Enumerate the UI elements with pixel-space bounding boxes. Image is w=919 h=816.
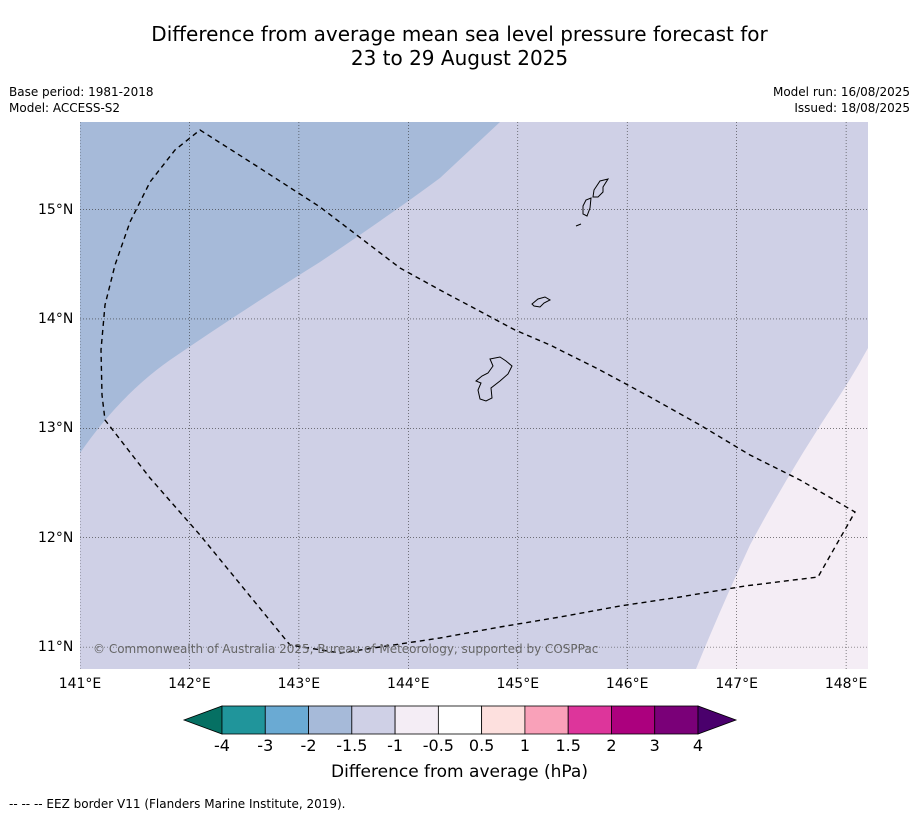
model-run: Model run: 16/08/2025	[772, 85, 910, 99]
colorbar-swatch	[437, 705, 483, 735]
map-area: © Commonwealth of Australia 2025, Bureau…	[80, 122, 868, 669]
colorbar-extend-high	[697, 705, 738, 735]
colorbar-swatch	[481, 705, 526, 735]
colorbar-tick-label: -4	[214, 736, 230, 755]
colorbar	[182, 705, 738, 735]
colorbar-swatch	[308, 705, 353, 735]
meta-left: Base period: 1981-2018 Model: ACCESS-S2	[9, 84, 154, 116]
colorbar-swatch	[567, 705, 612, 735]
longitude-label: 143°E	[277, 676, 321, 692]
island-rota	[531, 296, 552, 308]
latitude-label: 13°N	[38, 420, 74, 437]
colorbar-swatch	[264, 705, 309, 735]
meta-right: Model run: 16/08/2025 Issued: 18/08/2025	[773, 84, 910, 116]
colorbar-tick-label: -0.5	[422, 736, 454, 755]
longitude-label: 144°E	[387, 676, 430, 692]
island-tinian	[582, 197, 592, 217]
latitude-label: 12°N	[38, 529, 74, 546]
island-saipan	[592, 178, 610, 198]
title-line-2: 23 to 29 August 2025	[350, 46, 569, 70]
colorbar-swatch	[524, 705, 569, 735]
footnote: -- -- -- EEZ border V11 (Flanders Marine…	[9, 797, 346, 811]
island-guam	[475, 356, 513, 402]
colorbar-swatch	[654, 705, 699, 735]
colorbar-swatch	[611, 705, 656, 735]
longitude-label: 148°E	[824, 676, 868, 692]
colorbar-swatch	[394, 705, 439, 735]
colorbar-swatch	[221, 705, 266, 735]
eez-border	[100, 129, 856, 654]
latitude-label: 15°N	[38, 201, 74, 218]
colorbar-tick-label: -2	[300, 736, 317, 755]
colorbar-tick-label: -3	[257, 736, 274, 755]
copyright-text: © Commonwealth of Australia 2025, Bureau…	[93, 642, 598, 656]
region-below-minus-1-5	[80, 122, 500, 453]
colorbar-title: Difference from average (hPa)	[331, 762, 588, 782]
island-aguijan	[575, 223, 582, 227]
colorbar-tick-label: 2	[606, 736, 617, 755]
colorbar-tick-label: 3	[649, 736, 660, 755]
gridlines	[80, 122, 868, 669]
longitude-label: 147°E	[715, 676, 758, 692]
colorbar-tick-label: 1.5	[555, 736, 581, 755]
model-name: Model: ACCESS-S2	[9, 101, 121, 115]
colorbar-tick-label: 4	[692, 736, 704, 755]
longitude-label: 146°E	[605, 676, 649, 692]
colorbar-swatch	[351, 705, 396, 735]
colorbar-extend-low	[182, 705, 223, 735]
longitude-label: 141°E	[58, 676, 102, 692]
longitude-label: 142°E	[168, 676, 211, 692]
title-line-1: Difference from average mean sea level p…	[151, 22, 768, 46]
issued-date: Issued: 18/08/2025	[794, 101, 910, 115]
colorbar-tick-label: -1.5	[336, 736, 368, 755]
latitude-label: 11°N	[38, 639, 74, 656]
chart-title: Difference from average mean sea level p…	[0, 22, 919, 70]
latitude-label: 14°N	[38, 310, 74, 327]
colorbar-tick-label: -1	[387, 736, 404, 755]
base-period: Base period: 1981-2018	[9, 85, 154, 99]
colorbar-tick-label: 0.5	[468, 736, 495, 755]
colorbar-tick-label: 1	[519, 736, 530, 755]
longitude-label: 145°E	[496, 676, 540, 692]
